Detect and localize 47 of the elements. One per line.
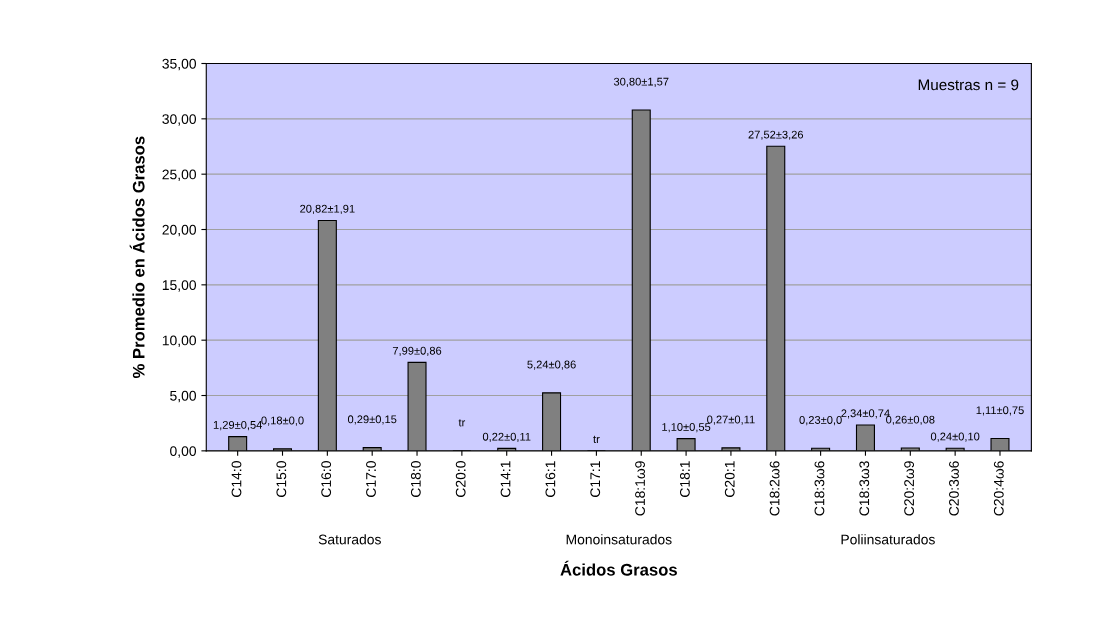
- text: Monoinsaturados: [566, 534, 672, 545]
- y-tick-label: 30,00: [162, 114, 197, 126]
- x-tick-label: C20:1: [724, 461, 735, 497]
- x-tick-label: C18:0: [410, 461, 421, 497]
- x-tick-label: C20:4ω6: [993, 461, 1004, 516]
- data-label: 0,29±0,15: [347, 415, 397, 425]
- data-label: 5,24±0,86: [527, 360, 576, 370]
- data-label: 1,11±0,75: [976, 406, 1024, 416]
- y-tick-label: 10,00: [162, 335, 197, 347]
- x-tick-label: C18:2ω6: [769, 461, 780, 516]
- data-label: 0,22±0,11: [482, 432, 531, 442]
- data-label: 0,24±0,10: [930, 432, 980, 442]
- x-tick-label: C18:1: [679, 461, 690, 497]
- y-tick-label: 35,00: [162, 58, 197, 71]
- y-tick-label: 15,00: [162, 280, 197, 292]
- data-label: 1,10±0,55: [662, 423, 711, 433]
- x-tick-label: C17:1: [590, 461, 601, 497]
- x-tick-label: C16:0: [321, 461, 332, 497]
- x-tick-label: C18:3ω6: [814, 461, 825, 516]
- data-label: 7,99±0,86: [392, 346, 442, 356]
- y-tick-label: 20,00: [162, 224, 197, 237]
- y-tick-label: 25,00: [162, 169, 197, 181]
- data-label: 0,23±0,0: [799, 416, 842, 426]
- x-axis-title: Ácidos Grasos: [560, 560, 677, 576]
- data-label: tr: [593, 435, 600, 444]
- y-tick-label: 5,00: [170, 390, 197, 403]
- data-label: 0,18±0,0: [261, 416, 304, 426]
- x-tick-label: C20:2ω9: [904, 461, 915, 516]
- y-axis-title: % Promedio en Ácidos Grasos: [129, 136, 145, 379]
- x-tick-label: C20:3ω6: [949, 461, 959, 516]
- y-tick-label: 0,00: [170, 446, 197, 458]
- x-tick-label: C18:3ω3: [859, 461, 870, 516]
- data-label: 0,27±0,11: [707, 415, 755, 425]
- x-tick-label: C16:1: [545, 461, 556, 497]
- data-label: 30,80±1,57: [613, 77, 669, 87]
- data-label: 20,82±1,91: [300, 204, 355, 214]
- text: Poliinsaturados: [841, 534, 935, 545]
- x-tick-label: C17:0: [366, 461, 376, 497]
- x-tick-label: C15:0: [276, 461, 287, 497]
- x-tick-label: C14:0: [231, 461, 242, 497]
- x-tick-label: C18:1ω9: [635, 461, 645, 516]
- text: Saturados: [318, 534, 381, 545]
- data-label: tr: [458, 419, 466, 427]
- x-tick-label: C14:1: [500, 461, 511, 497]
- data-label: 27,52±3,26: [748, 130, 804, 140]
- x-tick-label: C20:0: [455, 461, 466, 497]
- annotation: Muestras n = 9: [918, 79, 1019, 91]
